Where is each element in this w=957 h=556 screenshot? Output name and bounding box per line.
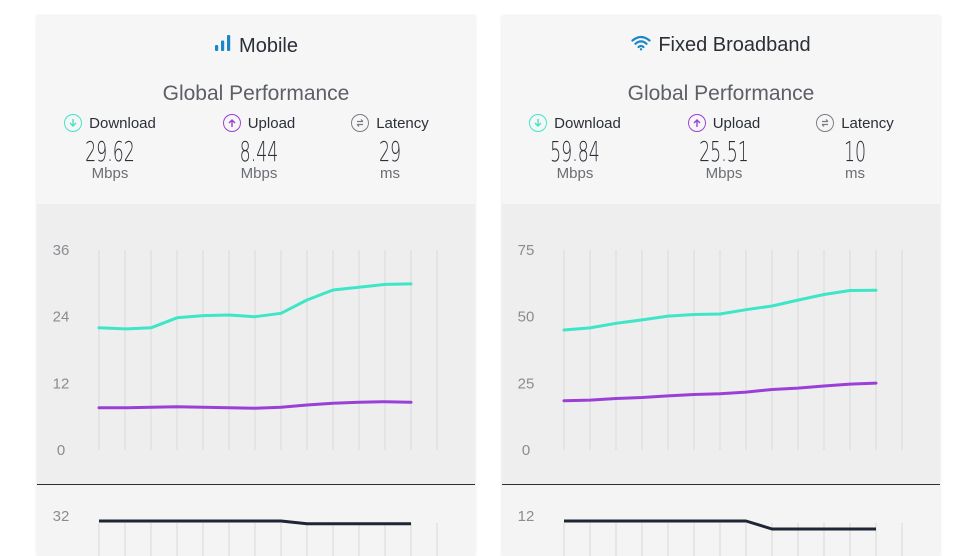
broadband-upload-metric: Upload 25.51 Mbps — [659, 114, 789, 182]
broadband-latency-chart-area: 12 — [502, 485, 940, 556]
download-arrow-icon — [64, 114, 83, 132]
broadband-perf-title: Global Performance — [627, 82, 815, 105]
broadband-latency-value: 10 — [843, 135, 867, 168]
broadband-download-label: Download — [554, 114, 621, 132]
y-tick-label: 0 — [522, 442, 530, 459]
mobile-title-text: Mobile — [239, 34, 298, 57]
download-series-line — [562, 288, 878, 332]
mobile-latency-label: Latency — [376, 114, 429, 132]
mobile-speed-chart-area: 36 24 12 0 — [37, 204, 475, 484]
broadband-latency-chart: 12 — [518, 508, 903, 556]
y-tick-label: 0 — [57, 442, 65, 459]
mobile-card: Mobile Global Performance Download 29.62… — [37, 16, 475, 556]
mobile-latency-metric: Latency 29 ms — [325, 114, 455, 182]
broadband-speed-chart: 75 50 25 0 — [518, 242, 903, 459]
broadband-summary: Fixed Broadband Global Performance Downl… — [502, 16, 940, 204]
broadband-title-text: Fixed Broadband — [658, 34, 811, 56]
upload-arrow-icon — [687, 114, 706, 132]
mobile-title: Mobile — [37, 34, 475, 58]
broadband-download-value: 59.84 — [550, 135, 600, 168]
mobile-latency-value: 29 — [378, 135, 402, 168]
upload-arrow-icon — [222, 114, 241, 132]
mobile-download-unit: Mbps — [91, 165, 129, 182]
broadband-download-unit: Mbps — [556, 165, 594, 182]
broadband-download-metric: Download 59.84 Mbps — [510, 114, 640, 182]
y-tick-label: 12 — [518, 508, 535, 525]
signal-bars-icon — [214, 34, 232, 58]
upload-series-line — [97, 400, 413, 410]
mobile-latency-chart-area: 32 — [37, 485, 475, 556]
mobile-speed-chart: 36 24 12 0 — [53, 242, 438, 459]
latency-series-line — [99, 519, 411, 526]
latency-series-line — [564, 519, 876, 531]
download-series-line — [97, 282, 413, 331]
latency-icon — [351, 114, 370, 132]
y-tick-label: 32 — [53, 508, 70, 525]
mobile-upload-unit: Mbps — [240, 165, 278, 182]
mobile-perf-title: Global Performance — [162, 82, 350, 105]
y-tick-label: 50 — [518, 309, 535, 326]
broadband-card: Fixed Broadband Global Performance Downl… — [502, 16, 940, 556]
chart-divider — [37, 484, 475, 485]
broadband-title: Fixed Broadband — [502, 34, 940, 57]
broadband-latency-metric: Latency 10 ms — [790, 114, 920, 182]
mobile-upload-metric: Upload 8.44 Mbps — [194, 114, 324, 182]
broadband-upload-label: Upload — [712, 114, 761, 132]
y-tick-label: 25 — [518, 375, 535, 392]
mobile-upload-value: 8.44 — [239, 135, 279, 168]
mobile-download-metric: Download 29.62 Mbps — [45, 114, 175, 182]
broadband-upload-unit: Mbps — [705, 165, 743, 182]
mobile-download-label: Download — [89, 114, 156, 132]
y-tick-label: 24 — [53, 309, 70, 326]
y-tick-label: 12 — [53, 375, 70, 392]
y-tick-label: 36 — [53, 242, 70, 259]
mobile-summary: Mobile Global Performance Download 29.62… — [37, 16, 475, 204]
broadband-speed-chart-area: 75 50 25 0 — [502, 204, 940, 484]
mobile-upload-label: Upload — [247, 114, 296, 132]
mobile-latency-chart: 32 — [53, 508, 438, 556]
wifi-icon — [631, 34, 651, 57]
broadband-latency-unit: ms — [845, 165, 865, 182]
chart-divider — [502, 484, 940, 485]
mobile-download-value: 29.62 — [85, 135, 135, 168]
broadband-upload-value: 25.51 — [699, 135, 749, 168]
upload-series-line — [562, 381, 878, 403]
mobile-latency-unit: ms — [380, 165, 400, 182]
y-tick-label: 75 — [518, 242, 535, 259]
download-arrow-icon — [529, 114, 548, 132]
broadband-latency-label: Latency — [841, 114, 894, 132]
latency-icon — [816, 114, 835, 132]
